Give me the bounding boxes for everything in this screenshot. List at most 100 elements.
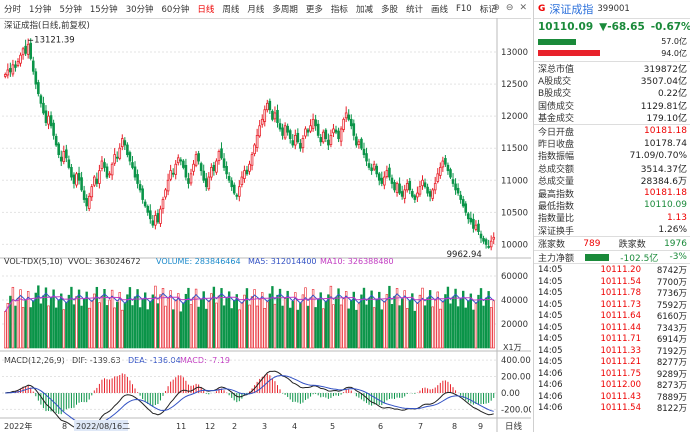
tick-amount: 7736万 [656, 289, 687, 300]
tab-9[interactable]: 多周期 [272, 5, 298, 15]
close-icon[interactable]: ✕ [519, 3, 527, 13]
tab-4[interactable]: 30分钟 [125, 5, 154, 15]
candle-body [220, 148, 223, 159]
quote-header: G 深证成指 399001 [534, 0, 690, 19]
index-code: 399001 [597, 4, 630, 14]
tick-row: 14:05 10111.21 8277万 [534, 356, 690, 368]
volume-bar [434, 299, 437, 349]
kline-chart-area[interactable]: 13000 12500 12000 11500 11000 10500 10000 深证成指(… [0, 18, 531, 432]
candle-body [210, 167, 213, 178]
candle-body [441, 160, 445, 168]
index-stat-row-label: 最低指数 [538, 202, 575, 212]
candle-body [148, 210, 152, 220]
kline-chart[interactable]: 13000 12500 12000 11500 11000 10500 10000 深证成指(… [0, 18, 531, 432]
volume-bar [278, 288, 282, 349]
volume-bar [75, 296, 78, 349]
volume-bar [352, 291, 355, 349]
candle-body [304, 128, 307, 137]
candle-body [204, 178, 208, 188]
candle-body [146, 206, 150, 213]
candle-body [194, 154, 198, 166]
vol-ma5: MA5: 312014400 [248, 257, 317, 266]
volume-bar [286, 290, 289, 349]
tab-13[interactable]: 多股 [380, 5, 398, 15]
price-tick-label: 12500 [501, 80, 528, 90]
tab-12[interactable]: 加减 [355, 5, 373, 15]
volume-bar [281, 305, 284, 349]
zoom-in-icon[interactable]: ⊕ [492, 3, 500, 13]
volume-bar [197, 306, 200, 349]
candle-body [80, 177, 83, 191]
tab-14[interactable]: 统计 [405, 5, 423, 15]
tab-5[interactable]: 60分钟 [161, 5, 190, 15]
candle-body [278, 123, 282, 130]
candle-body [108, 173, 111, 176]
candle-body [400, 191, 404, 197]
tick-time: 14:05 [538, 345, 563, 356]
volume-bar [24, 299, 27, 349]
tab-3[interactable]: 15分钟 [89, 5, 118, 15]
candle-body [309, 125, 312, 132]
volume-bar [144, 292, 147, 349]
volume-bar [136, 289, 139, 349]
tab-0[interactable]: 分时 [4, 5, 22, 15]
index-name[interactable]: 深证成指 [549, 3, 594, 16]
volume-bar [406, 308, 409, 349]
tab-16[interactable]: F10 [456, 4, 472, 14]
candle-body [245, 169, 249, 175]
stat-row: 基金成交 179.10亿 [534, 112, 690, 124]
volume-bar [131, 305, 134, 349]
candle-body [166, 179, 170, 192]
volume-bar [327, 294, 330, 349]
candle-body [482, 238, 485, 242]
tab-10[interactable]: 更多 [305, 5, 323, 15]
zoom-out-icon[interactable]: ⊖ [505, 3, 514, 13]
volume-bar [319, 292, 322, 349]
tick-time: 14:06 [538, 403, 563, 414]
date-label: 5 [330, 422, 335, 431]
date-label: 6 [378, 422, 383, 431]
volume-bar [222, 305, 226, 349]
candle-body [75, 173, 78, 186]
tick-list[interactable]: 14:05 10111.20 8742万 14:05 10111.54 7700万 14:0… [534, 264, 690, 414]
tab-2[interactable]: 5分钟 [59, 5, 82, 15]
tab-17[interactable]: 标记 [479, 5, 497, 15]
tab-1[interactable]: 1分钟 [29, 5, 52, 15]
volume-bar [423, 305, 427, 349]
candle-body [19, 54, 22, 64]
candle-body [103, 162, 106, 168]
index-stat-row-label: 今日开盘 [538, 127, 575, 138]
tab-11[interactable]: 指标 [330, 5, 348, 15]
volume-bar [322, 308, 325, 349]
candle-body [288, 130, 292, 139]
candle-body [260, 118, 264, 125]
candle-body [52, 122, 55, 136]
volume-bar [82, 298, 86, 349]
tab-15[interactable]: 画线 [430, 5, 448, 15]
macd-tick-label: 400.00 [501, 356, 531, 366]
volume-bar [39, 303, 43, 349]
index-stat-row-value: 10110.09 [644, 200, 687, 211]
volume-bar [14, 305, 17, 349]
candle-body [433, 183, 437, 191]
candle-body [477, 223, 480, 232]
volume-bar [347, 308, 350, 349]
candle-body [347, 114, 351, 120]
volume-bar [444, 294, 447, 349]
tick-amount: 7700万 [656, 277, 687, 288]
volume-bar [334, 297, 338, 349]
candle-body [90, 186, 94, 198]
volume-bar [156, 303, 160, 349]
tab-6[interactable]: 日线 [197, 5, 215, 15]
price-tick-label: 10500 [501, 208, 528, 218]
date-label: 2 [232, 422, 237, 431]
candle-body [34, 71, 38, 85]
candle-body [24, 45, 27, 54]
volume-bar [258, 298, 261, 349]
candle-body [311, 118, 315, 129]
tab-8[interactable]: 月线 [247, 5, 265, 15]
inflow-up-label: 57.0亿 [661, 37, 687, 46]
volume-bar [52, 289, 55, 349]
candle-body [421, 179, 424, 187]
tab-7[interactable]: 周线 [222, 5, 240, 15]
